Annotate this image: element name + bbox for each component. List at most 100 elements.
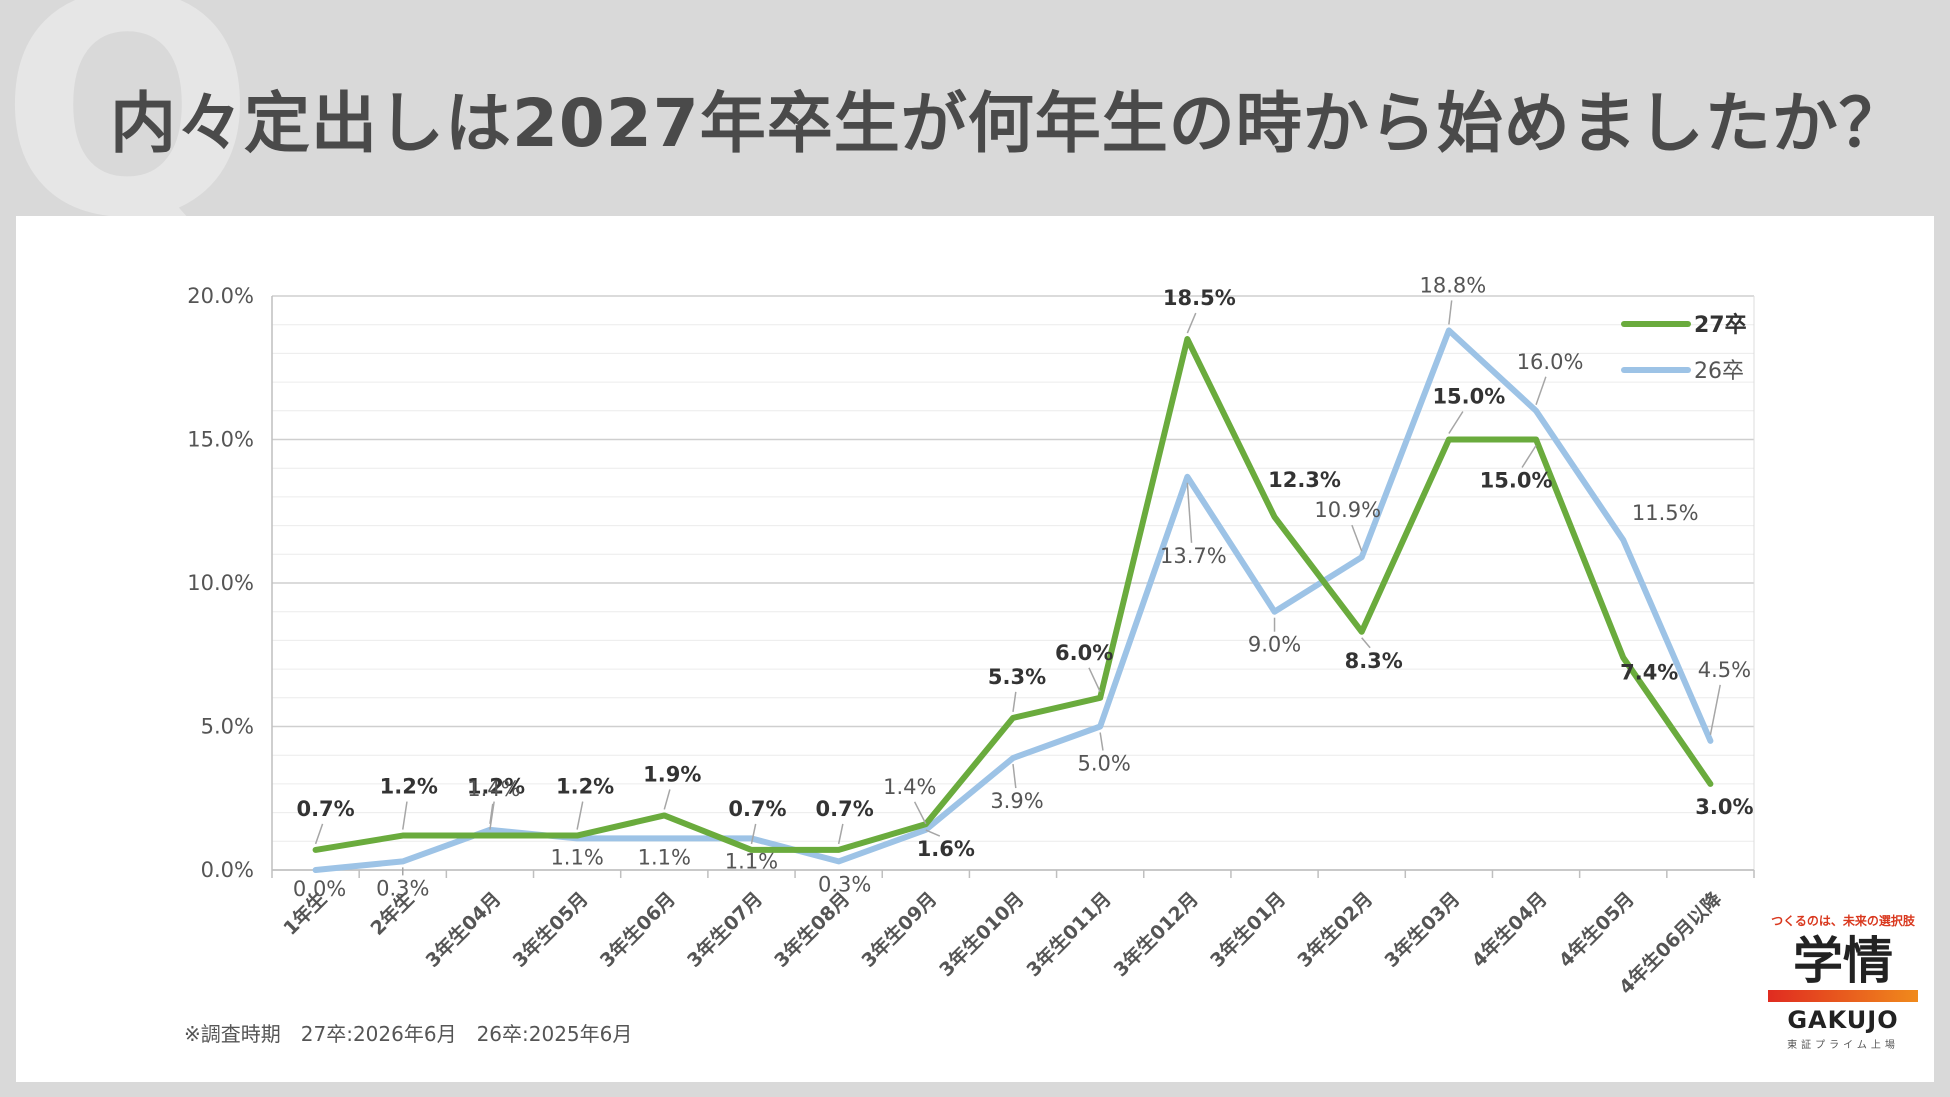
series-26-point	[1446, 328, 1451, 333]
series-27-data-label: 1.6%	[917, 837, 975, 861]
series-27-point	[1185, 337, 1190, 342]
series-27-data-label: 18.5%	[1163, 286, 1236, 310]
series-26-point	[1708, 738, 1713, 743]
data-label-leader	[1535, 376, 1547, 406]
series-27-data-label: 15.0%	[1480, 469, 1553, 493]
y-tick-label: 10.0%	[187, 571, 254, 595]
data-label-leader	[1361, 637, 1371, 649]
logo-name: GAKUJO	[1787, 1005, 1899, 1034]
data-label-leader	[489, 801, 495, 830]
x-tick-label: 3年生05月	[508, 887, 593, 972]
series-27-data-label: 1.2%	[467, 775, 525, 799]
series-27-point	[1708, 781, 1713, 786]
data-label-leader	[1186, 312, 1197, 334]
data-label-leader	[750, 823, 757, 845]
logo-mark: 学情	[1793, 932, 1893, 990]
series-26-data-label: 1.1%	[638, 845, 691, 869]
series-26-point	[1011, 756, 1016, 761]
chart-panel: 0.0% 5.0% 10.0% 15.0% 20.0% 1年生 2年生 3年生04月 3年生05…	[16, 216, 1934, 1082]
data-label-leader	[1186, 482, 1193, 543]
x-tick-label: 3年生02月	[1293, 887, 1378, 972]
data-label-leader	[576, 801, 584, 830]
series-26-data-label: 13.7%	[1160, 544, 1227, 568]
series-26-data-label: 9.0%	[1248, 633, 1301, 657]
survey-period-footnote: ※調査時期 27卒:2026年6月 26卒:2025年6月	[184, 1022, 633, 1046]
series-27-data-label: 1.9%	[643, 762, 701, 786]
data-label-leader	[837, 823, 844, 845]
series-27-point	[1011, 715, 1016, 720]
series-26-point	[1359, 555, 1364, 560]
series-26-data-label: 1.1%	[550, 845, 603, 869]
logo-bar	[1768, 989, 1918, 1002]
series-26-data-label: 0.0%	[293, 877, 346, 901]
series-27-point	[1621, 655, 1626, 660]
data-label-leader	[1709, 684, 1721, 735]
series-27-data-label: 12.3%	[1268, 468, 1341, 492]
legend-26-label: 26卒	[1694, 359, 1744, 384]
data-label-leader	[913, 801, 927, 825]
series-27-point	[662, 813, 667, 818]
series-27-point	[836, 847, 841, 852]
series-26-data-label: 10.9%	[1314, 498, 1381, 522]
series-26-data-label: 1.1%	[725, 849, 778, 873]
series-26-point	[1534, 408, 1539, 413]
series-26-data-label: 4.5%	[1698, 658, 1751, 682]
data-label-leader	[1521, 445, 1537, 468]
series-26-point	[1621, 537, 1626, 542]
data-label-leader	[1448, 300, 1453, 325]
x-tick-label: 4年生05月	[1554, 887, 1639, 972]
x-tick-label: 3年生09月	[857, 887, 942, 972]
series-26-data-label: 5.0%	[1077, 752, 1130, 776]
gakujo-logo: つくるのは、未来の選択肢 学情 GAKUJO 東証プライム上場	[1758, 912, 1928, 1051]
y-tick-label: 5.0%	[201, 715, 254, 739]
logo-tagline: つくるのは、未来の選択肢	[1771, 914, 1915, 928]
series-27-data-label: 6.0%	[1055, 641, 1113, 665]
series-26-point	[836, 859, 841, 864]
series-26-data-label: 0.3%	[818, 872, 871, 896]
data-label-leader	[1088, 667, 1101, 693]
series-27-point	[313, 847, 318, 852]
series-26-data-label: 1.4%	[883, 775, 936, 799]
data-label-leader	[314, 823, 324, 845]
series-26-point	[400, 859, 405, 864]
x-tick-label: 3年生06月	[595, 887, 680, 972]
series-27-point	[1359, 629, 1364, 634]
series-26-data-label: 0.3%	[376, 876, 429, 900]
data-label-leader	[1012, 763, 1017, 789]
x-tick-label: 4年生04月	[1467, 887, 1552, 972]
x-tick-label: 3年生012月	[1109, 887, 1203, 981]
series-27-data-label: 8.3%	[1345, 649, 1403, 673]
series-26-point	[313, 868, 318, 873]
line-chart: 0.0%5.0%10.0%15.0%20.0%1年生 2年生 3年生04月 3年生05…	[187, 273, 1755, 999]
series-27-point	[575, 833, 580, 838]
series-27-point	[400, 833, 405, 838]
series-27-data-label: 1.2%	[380, 775, 438, 799]
series-26-point	[1185, 474, 1190, 479]
series-27-data-label: 15.0%	[1432, 385, 1505, 409]
series-27-data-label: 5.3%	[988, 665, 1046, 689]
legend-27-label: 27卒	[1694, 312, 1747, 338]
data-label-leader	[1448, 411, 1464, 434]
y-tick-label: 0.0%	[201, 858, 254, 882]
data-label-leader	[1012, 691, 1017, 712]
series-27-point	[1446, 437, 1451, 442]
series-26-data-label: 16.0%	[1517, 350, 1584, 374]
series-26-point	[1272, 609, 1277, 614]
y-tick-label: 15.0%	[187, 428, 254, 452]
series-27-point	[1534, 437, 1539, 442]
series-27-data-label: 3.0%	[1695, 795, 1753, 819]
series-27-data-label: 0.7%	[816, 797, 874, 821]
series-27-data-label: 0.7%	[296, 797, 354, 821]
series-27-data-label: 7.4%	[1620, 661, 1678, 685]
series-26-data-label: 3.9%	[990, 789, 1043, 813]
y-tick-label: 20.0%	[187, 284, 254, 308]
series-27-point	[1272, 514, 1277, 519]
logo-sub: 東証プライム上場	[1787, 1039, 1899, 1051]
series-26-data-label: 1.4%	[467, 777, 520, 801]
x-tick-label: 3年生03月	[1380, 887, 1465, 972]
x-tick-label: 3年生08月	[770, 887, 855, 972]
series-27-data-label: 1.2%	[556, 775, 614, 799]
series-26-data-label: 11.5%	[1632, 501, 1699, 525]
page-title: 内々定出しは2027年卒生が何年生の時から始めましたか？	[110, 85, 1906, 162]
x-tick-label: 3年生04月	[421, 887, 506, 972]
